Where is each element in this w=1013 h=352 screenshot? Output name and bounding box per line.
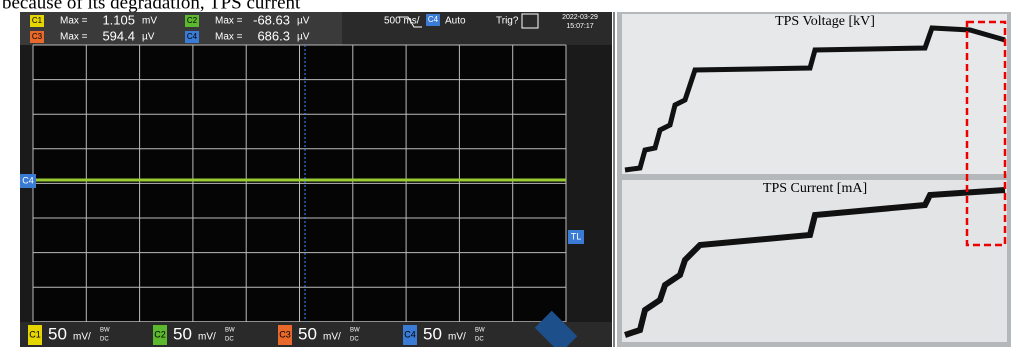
level-marker: TL (571, 231, 582, 241)
trigger-status: Trig? (496, 16, 519, 27)
channel-name: C3 (32, 32, 43, 41)
figure: because of its degradation, TPS current … (0, 0, 1013, 347)
trigger-mode: Auto (445, 16, 466, 27)
channel-name: C4 (404, 329, 416, 339)
channel-name: C2 (187, 16, 198, 25)
channel-coupling: DC (350, 337, 359, 343)
measure-value: -68.63 (253, 12, 290, 27)
photo-bottom-label: TPS Current [mA] (763, 181, 867, 196)
channel-unit: mV/ (448, 332, 466, 343)
measure-unit: µV (297, 32, 310, 43)
measure-value: 686.3 (257, 28, 290, 43)
channel-unit: mV/ (73, 332, 91, 343)
channel-bw: BW (350, 328, 360, 334)
measure-value: 594.4 (102, 28, 135, 43)
channel-name: C3 (279, 329, 291, 339)
channel-scale: 50 (173, 324, 192, 343)
channel-bw: BW (475, 328, 485, 334)
measure-label: Max = (215, 16, 243, 27)
time: 15:07:17 (566, 23, 593, 30)
channel-name: C1 (29, 329, 41, 339)
channel-scale: 50 (48, 324, 67, 343)
channel-scale: 50 (298, 324, 317, 343)
channel-coupling: DC (100, 337, 109, 343)
channel-name: C4 (187, 32, 198, 41)
channel-coupling: DC (225, 337, 234, 343)
measure-label: Max = (60, 16, 88, 27)
channel-unit: mV/ (323, 332, 341, 343)
measure-unit: µV (142, 32, 155, 43)
trace-marker: C4 (22, 175, 34, 185)
channel-bw: BW (100, 328, 110, 334)
measure-label: Max = (215, 32, 243, 43)
channel-name: C2 (154, 329, 166, 339)
measure-label: Max = (60, 32, 88, 43)
measure-unit: mV (142, 16, 157, 27)
channel-coupling: DC (475, 337, 484, 343)
photo-top-plot (622, 14, 1007, 174)
channel-bw: BW (225, 328, 235, 334)
channel-unit: mV/ (198, 332, 216, 343)
date: 2022-03-29 (562, 14, 598, 21)
page: {"caption_fragment": "because of its deg… (0, 0, 1013, 347)
photo-top-label: TPS Voltage [kV] (775, 14, 875, 29)
photo-bottom-plot (622, 180, 1007, 342)
measure-value: 1.105 (102, 12, 135, 27)
channel-name: C1 (32, 16, 43, 25)
measure-unit: µV (297, 16, 310, 27)
channel-scale: 50 (423, 324, 442, 343)
caption-fragment: because of its degradation, TPS current (2, 0, 301, 13)
trigger-channel: C4 (428, 15, 439, 24)
